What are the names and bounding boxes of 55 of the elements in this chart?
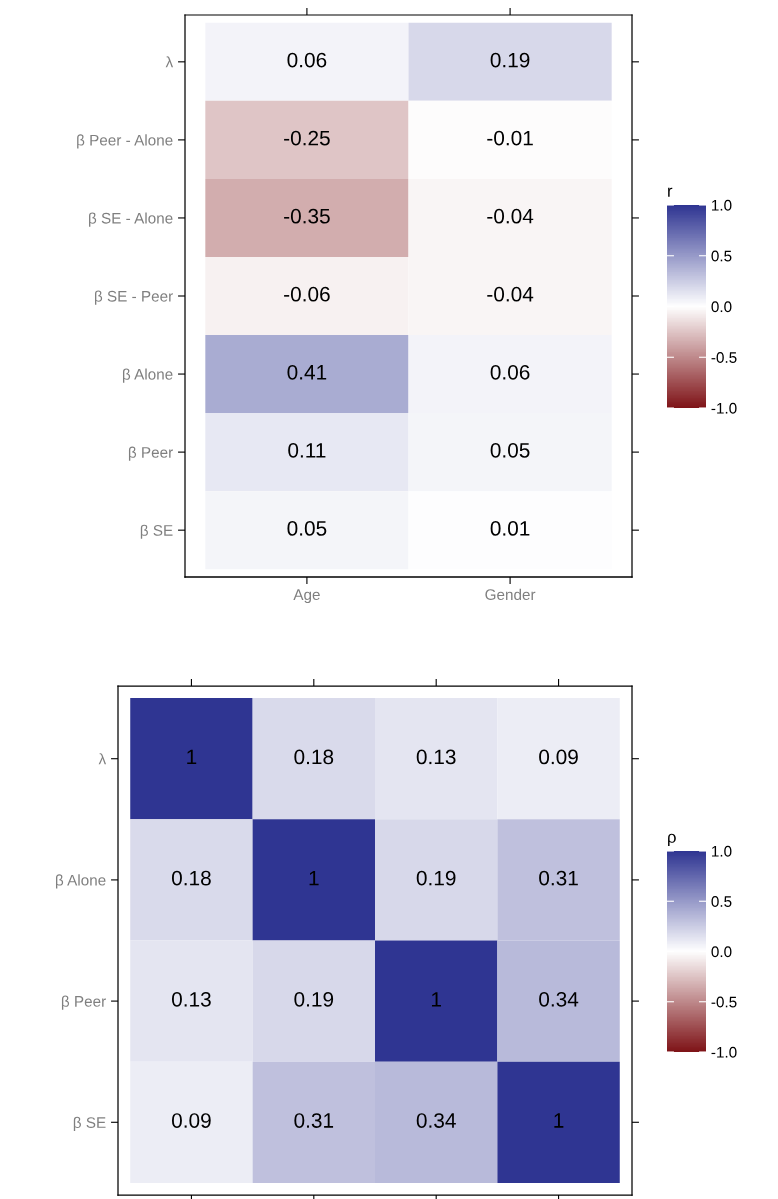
y-tick-label: β SE - Peer	[95, 290, 173, 305]
data-label: 0.19	[294, 991, 334, 1007]
data-label: -0.04	[487, 286, 534, 302]
color-bar-label: 0.5	[711, 896, 732, 907]
y-tick-label: β SE	[73, 1116, 106, 1131]
data-label: 0.41	[287, 364, 327, 380]
data-label: 1	[309, 870, 319, 886]
data-label: 0.34	[416, 1113, 456, 1128]
data-label: 0.05	[490, 442, 530, 458]
color-bar-title: r	[668, 187, 673, 197]
data-label: 1	[554, 1113, 564, 1128]
y-tick-label: β SE - Alone	[89, 212, 173, 227]
y-tick-label: β Peer	[61, 995, 106, 1010]
data-label: 0.13	[416, 749, 456, 765]
data-label: 0.06	[490, 364, 530, 380]
data-label: 0.11	[288, 442, 326, 458]
data-label: 0.19	[490, 52, 530, 68]
data-label: -0.01	[487, 130, 533, 146]
x-tick-label: Gender	[485, 588, 536, 601]
color-bar-label: 0.0	[711, 946, 732, 958]
data-label: -0.04	[487, 208, 534, 224]
color-bar-label: 0.0	[711, 301, 732, 313]
data-label: -0.25	[284, 130, 330, 146]
data-label: 0.18	[294, 749, 334, 765]
data-label: 0.09	[539, 749, 578, 765]
y-tick-label: β Alone	[55, 874, 106, 889]
color-bar-label: 0.5	[711, 250, 732, 262]
data-label: -0.06	[284, 286, 330, 302]
color-bar-label: -0.5	[711, 996, 737, 1008]
data-label: 0.13	[171, 991, 211, 1007]
y-tick-label: β Peer	[128, 446, 173, 461]
data-label: -0.35	[284, 208, 330, 224]
y-tick-label: λ	[98, 753, 107, 765]
x-tick-label: Age	[293, 589, 320, 604]
data-label: 0.06	[287, 52, 327, 68]
data-label: 1	[431, 992, 441, 1007]
color-bar-label: 1.0	[712, 199, 732, 211]
data-label: 0.01	[490, 521, 530, 536]
y-tick-label: λ	[165, 56, 174, 68]
data-label: 0.31	[539, 870, 578, 886]
color-bar-label: -0.5	[711, 352, 737, 363]
y-tick-label: β SE	[140, 524, 173, 539]
color-bar-label: 1.0	[712, 845, 732, 857]
data-label: 0.18	[171, 870, 211, 886]
data-label: 1	[187, 749, 197, 765]
data-label: 0.05	[287, 521, 327, 536]
y-tick-label: β Alone	[122, 368, 173, 383]
color-bar-label: -1.0	[711, 1046, 737, 1058]
data-label: 0.34	[539, 991, 579, 1007]
color-bar-label: -1.0	[711, 402, 737, 414]
data-label: 0.09	[171, 1113, 211, 1128]
data-label: 0.31	[294, 1113, 334, 1128]
data-label: 0.19	[416, 870, 456, 886]
color-bar-title: ρ	[668, 833, 676, 847]
y-tick-label: β Peer - Alone	[77, 134, 173, 149]
